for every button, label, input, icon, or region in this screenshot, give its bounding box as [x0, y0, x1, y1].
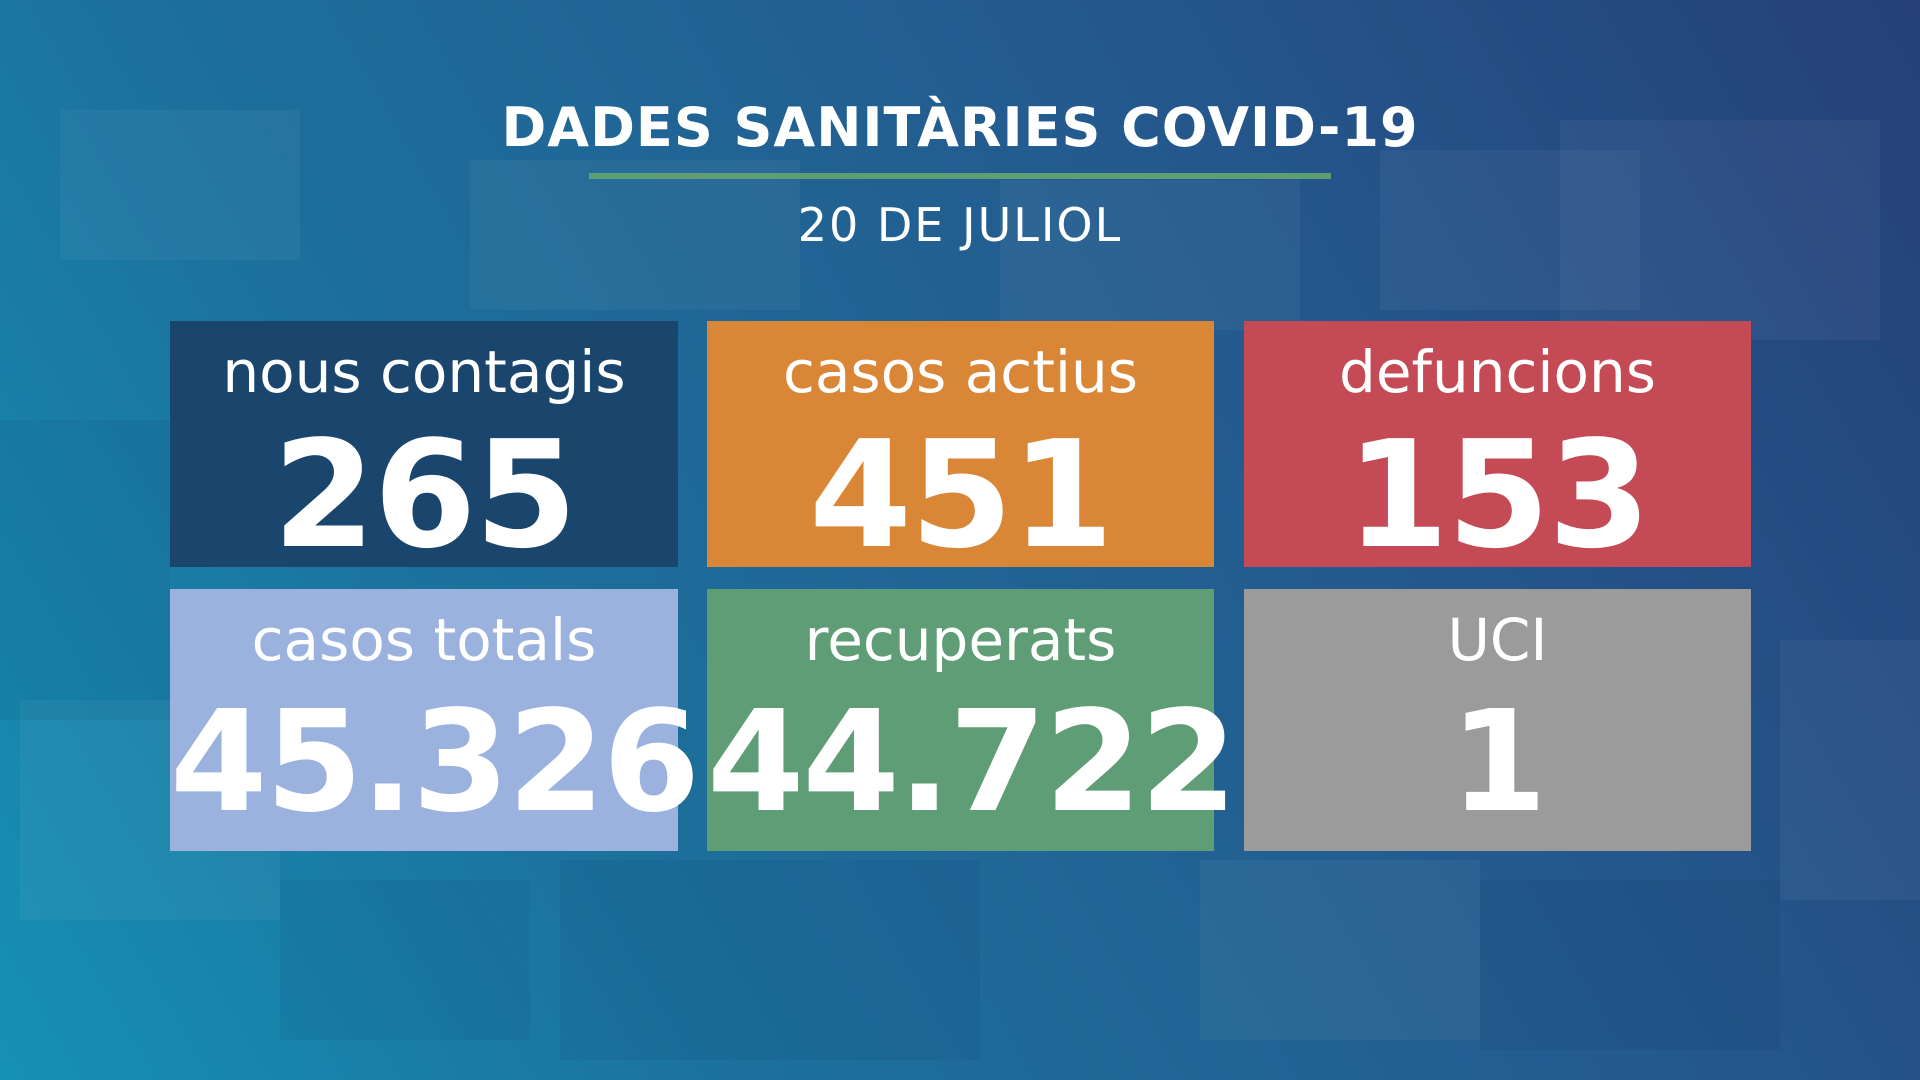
background-square	[1000, 180, 1300, 330]
stat-card-recovered: recuperats 44.722	[707, 589, 1237, 851]
stat-label: casos actius	[782, 338, 1139, 406]
stat-value: 265	[272, 409, 578, 581]
stat-card-deaths: defuncions 153	[1244, 321, 1751, 581]
date-subtitle: 20 DE JULIOL	[797, 198, 1123, 252]
stat-value: 1	[1449, 681, 1547, 844]
background-square	[1480, 880, 1780, 1050]
stat-label: recuperats	[804, 606, 1117, 674]
background-square	[470, 160, 800, 310]
stat-card-icu: UCI 1	[1244, 589, 1751, 851]
page-title: DADES SANITÀRIES COVID-19	[501, 96, 1419, 159]
background-square	[560, 860, 980, 1060]
stat-value: 451	[809, 409, 1114, 581]
stat-card-active-cases: casos actius 451	[707, 321, 1214, 581]
stat-value: 153	[1346, 409, 1651, 581]
title-divider	[589, 173, 1331, 179]
stat-value: 45.326	[170, 681, 700, 844]
stat-value: 44.722	[707, 681, 1237, 844]
background-square	[60, 110, 300, 260]
stat-card-total-cases: casos totals 45.326	[170, 589, 700, 851]
background-square	[1380, 150, 1640, 310]
background-square	[1200, 860, 1480, 1040]
background-square	[0, 420, 170, 720]
stat-label: UCI	[1447, 606, 1548, 674]
background-square	[1780, 640, 1920, 900]
stat-card-new-infections: nous contagis 265	[170, 321, 678, 581]
stat-label: casos totals	[251, 606, 597, 674]
background-square	[1560, 120, 1880, 340]
stat-label: defuncions	[1339, 338, 1656, 406]
stat-label: nous contagis	[222, 338, 626, 406]
background-square	[280, 880, 530, 1040]
